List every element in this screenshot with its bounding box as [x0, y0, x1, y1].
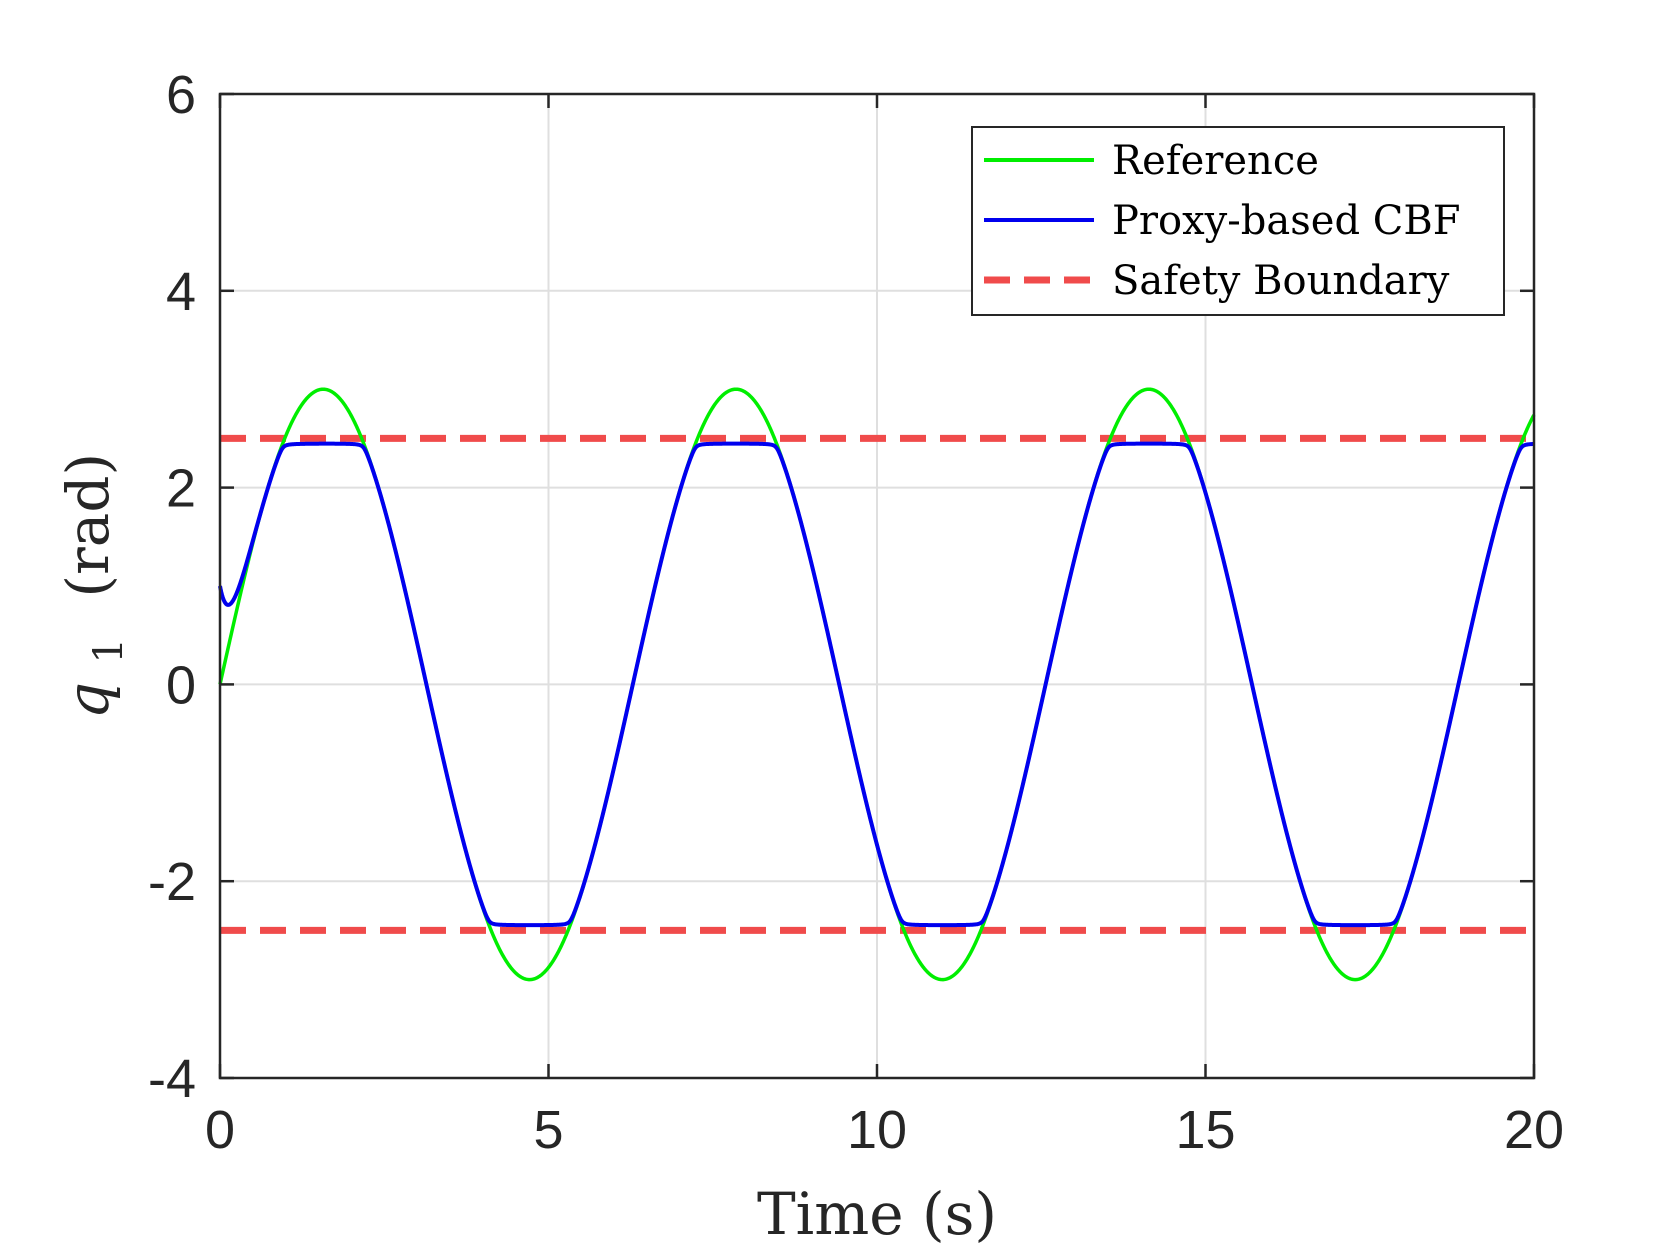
y-axis-subscript: 1 — [86, 638, 132, 663]
legend: Reference Proxy-based CBF Safety Boundar… — [971, 126, 1505, 316]
ticks — [218, 92, 1536, 1080]
y-axis-unit: (rad) — [54, 453, 122, 598]
x-tick-label: 15 — [1175, 1100, 1235, 1160]
x-tick-label: 5 — [533, 1100, 563, 1160]
y-tick-label: 2 — [166, 459, 196, 519]
y-axis-label: q 1 (rad) — [54, 453, 136, 719]
legend-label-proxy-cbf: Proxy-based CBF — [1112, 198, 1461, 244]
legend-label-reference: Reference — [1112, 138, 1319, 184]
y-tick-label: 0 — [166, 655, 196, 715]
y-tick-label: 6 — [166, 65, 196, 125]
x-tick-label: 20 — [1504, 1100, 1564, 1160]
y-tick-label: -4 — [148, 1049, 196, 1109]
x-tick-label: 0 — [205, 1100, 235, 1160]
y-tick-label: -2 — [148, 852, 196, 912]
series-layer — [218, 387, 1536, 982]
series-line-proxy-cbf — [218, 441, 1536, 928]
x-tick-label: 10 — [847, 1100, 907, 1160]
legend-label-safety-boundary: Safety Boundary — [1112, 258, 1450, 304]
svg-text:q 1 (rad): q 1 (rad) — [54, 453, 136, 719]
y-tick-label: 4 — [166, 262, 196, 322]
x-tick-labels: 0 5 10 15 20 — [205, 1100, 1564, 1160]
y-axis-symbol: q — [54, 682, 122, 719]
y-tick-labels: -4 -2 0 2 4 6 — [148, 65, 196, 1109]
x-axis-label: Time (s) — [757, 1180, 997, 1248]
